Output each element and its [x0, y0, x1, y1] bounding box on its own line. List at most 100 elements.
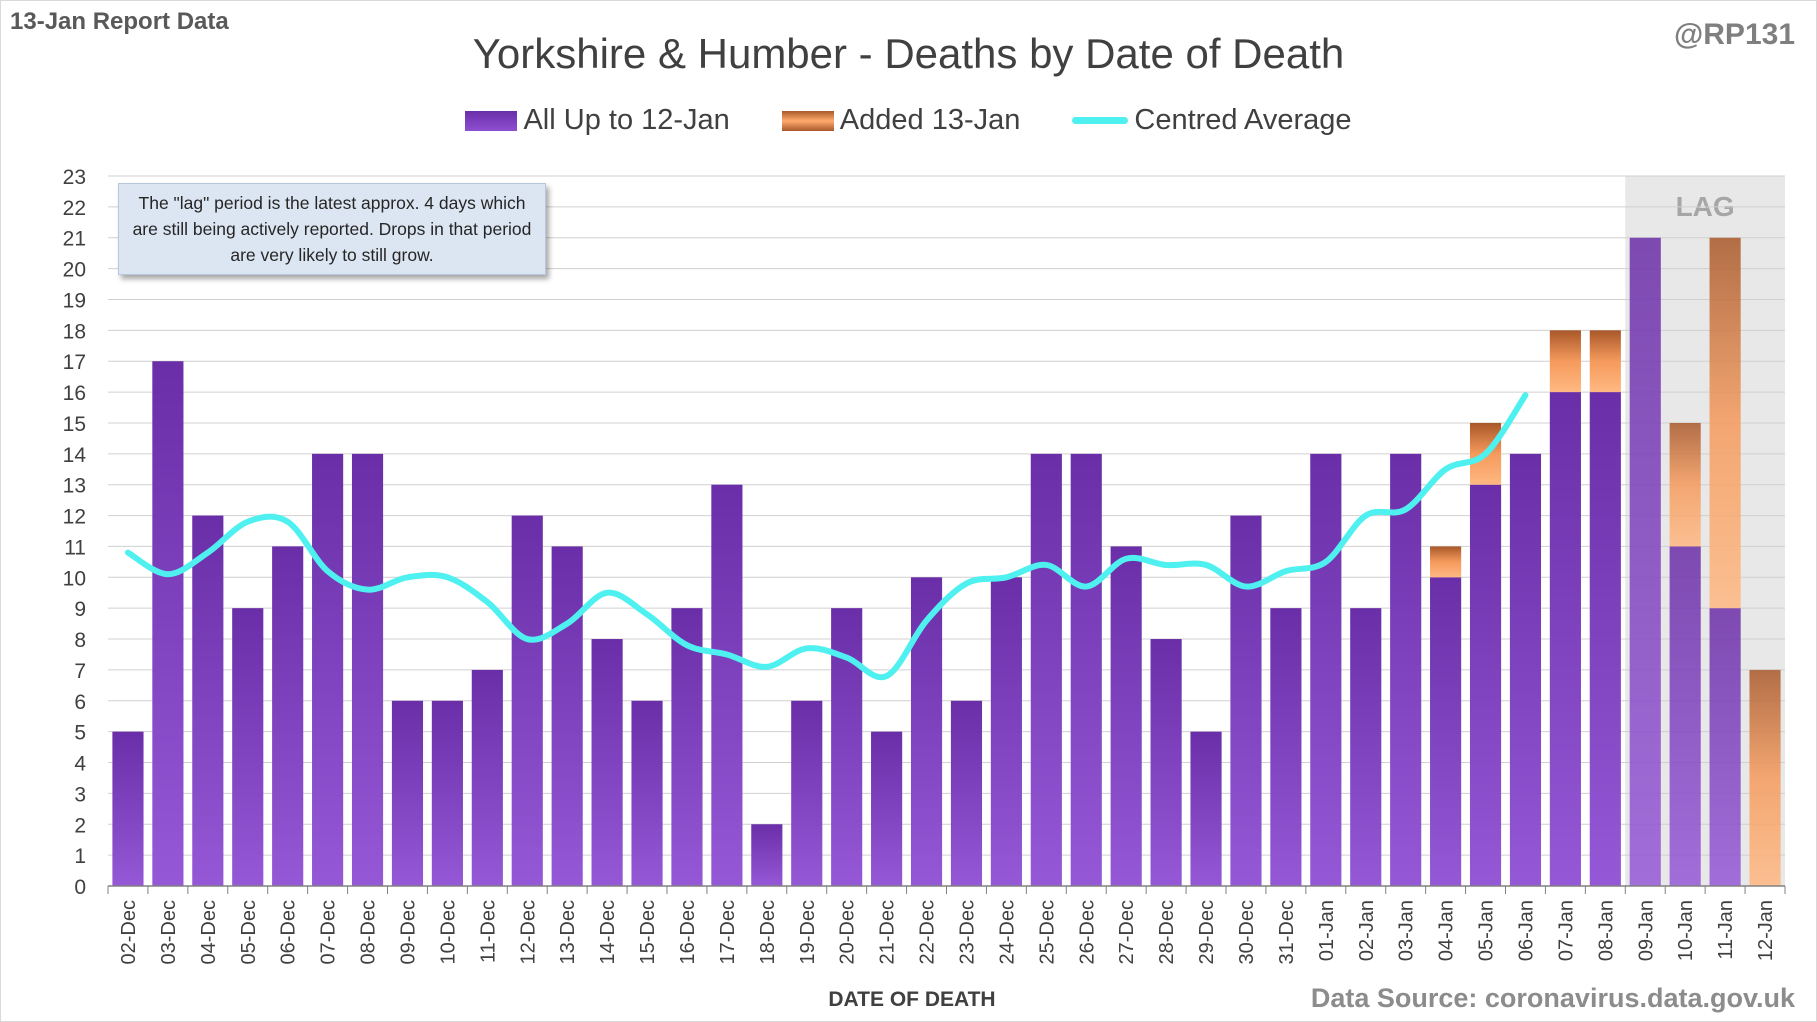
bar-all-19-Dec — [791, 700, 823, 886]
x-tick-label: 17-Dec — [717, 900, 739, 964]
bar-added-10-Jan — [1669, 422, 1701, 547]
y-tick-label: 17 — [63, 351, 86, 374]
bar-all-26-Dec — [1070, 453, 1102, 886]
x-tick-label: 31-Dec — [1276, 900, 1298, 964]
y-tick-label: 14 — [63, 444, 87, 467]
y-tick-label: 19 — [63, 289, 86, 312]
bar-all-13-Dec — [551, 546, 583, 886]
y-tick-label: 10 — [63, 567, 86, 590]
bar-added-12-Jan — [1749, 669, 1781, 886]
legend-item-average: Centred Average — [1072, 104, 1352, 137]
centred-average-line — [124, 392, 1529, 681]
bar-all-08-Jan — [1589, 392, 1621, 886]
bar-all-31-Dec — [1270, 608, 1302, 886]
y-tick-label: 11 — [64, 536, 86, 559]
bar-all-12-Dec — [511, 515, 543, 886]
y-tick-label: 15 — [63, 413, 86, 436]
y-tick-label: 6 — [74, 691, 86, 714]
chart-legend: All Up to 12-Jan Added 13-Jan Centred Av… — [0, 104, 1817, 137]
y-tick-label: 7 — [74, 660, 86, 683]
bar-all-04-Dec — [192, 515, 224, 886]
bar-all-29-Dec — [1190, 731, 1222, 886]
bar-all-21-Dec — [871, 731, 903, 886]
x-tick-label: 27-Dec — [1116, 900, 1138, 964]
x-tick-label: 15-Dec — [637, 900, 659, 964]
x-tick-label: 06-Jan — [1515, 900, 1537, 961]
x-tick-label: 12-Dec — [517, 900, 539, 964]
bar-all-28-Dec — [1150, 639, 1182, 886]
x-tick-label: 08-Dec — [358, 900, 380, 964]
x-tick-label: 05-Dec — [238, 900, 260, 964]
bar-all-07-Dec — [312, 453, 344, 886]
bar-added-11-Jan — [1709, 237, 1741, 609]
chart-title: Yorkshire & Humber - Deaths by Date of D… — [472, 30, 1345, 77]
x-tick-label: 10-Jan — [1675, 900, 1697, 961]
x-tick-label: 18-Dec — [757, 900, 779, 964]
report-date-label: 13-Jan Report Data — [10, 8, 229, 35]
legend-swatch-line — [1072, 117, 1129, 124]
x-tick-label: 09-Dec — [397, 900, 419, 964]
y-tick-label: 18 — [63, 320, 86, 343]
bar-all-11-Jan — [1709, 608, 1741, 886]
bar-all-03-Jan — [1390, 453, 1422, 886]
bar-all-10-Dec — [431, 700, 463, 886]
x-tick-label: 14-Dec — [597, 900, 619, 964]
bar-all-10-Jan — [1669, 546, 1701, 886]
x-axis-title: DATE OF DEATH — [828, 988, 995, 1011]
y-tick-label: 20 — [63, 259, 86, 282]
bar-all-08-Dec — [351, 453, 384, 886]
y-tick-label: 21 — [63, 228, 86, 251]
bar-all-17-Dec — [711, 484, 743, 886]
x-tick-label: 10-Dec — [437, 900, 459, 964]
y-tick-label: 0 — [74, 876, 86, 899]
bar-all-30-Dec — [1230, 515, 1262, 886]
x-tick-label: 20-Dec — [837, 900, 859, 964]
y-tick-label: 4 — [74, 753, 86, 776]
y-tick-label: 23 — [63, 166, 86, 189]
x-tick-label: 19-Dec — [797, 900, 819, 964]
legend-label-average: Centred Average — [1134, 104, 1352, 136]
x-tick-label: 03-Dec — [158, 900, 180, 964]
x-tick-label: 04-Jan — [1436, 900, 1458, 961]
x-tick-label: 21-Dec — [877, 900, 899, 964]
x-tick-label: 01-Jan — [1316, 900, 1338, 961]
y-tick-label: 5 — [74, 722, 86, 745]
y-tick-label: 16 — [63, 382, 86, 405]
data-source: Data Source: coronavirus.data.gov.uk — [1310, 983, 1795, 1013]
y-tick-label: 9 — [74, 598, 86, 621]
x-tick-label: 07-Jan — [1555, 900, 1577, 961]
bar-all-01-Jan — [1310, 453, 1342, 886]
y-tick-label: 1 — [74, 845, 86, 868]
bar-all-18-Dec — [751, 824, 783, 886]
x-tick-label: 04-Dec — [198, 900, 220, 964]
x-tick-label: 22-Dec — [917, 900, 939, 964]
bar-added-08-Jan — [1589, 330, 1621, 393]
x-tick-label: 12-Jan — [1755, 900, 1777, 961]
bar-all-04-Jan — [1430, 577, 1462, 886]
x-tick-label: 16-Dec — [677, 900, 699, 964]
legend-item-added: Added 13-Jan — [781, 104, 1021, 137]
bar-all-14-Dec — [591, 639, 623, 886]
bar-added-04-Jan — [1430, 546, 1462, 578]
y-tick-label: 3 — [74, 783, 86, 806]
y-tick-label: 8 — [74, 629, 86, 652]
bar-all-23-Dec — [950, 700, 983, 886]
x-tick-label: 30-Dec — [1236, 900, 1258, 964]
x-tick-label: 13-Dec — [557, 900, 579, 964]
bar-all-20-Dec — [831, 608, 863, 886]
bar-all-24-Dec — [990, 577, 1022, 886]
legend-label-added: Added 13-Jan — [839, 104, 1021, 136]
bar-all-09-Dec — [391, 700, 424, 886]
legend-swatch-purple — [465, 110, 518, 131]
x-tick-label: 29-Dec — [1196, 900, 1218, 964]
bar-all-02-Dec — [112, 731, 144, 886]
legend-swatch-orange — [781, 110, 834, 131]
x-tick-label: 03-Jan — [1396, 900, 1418, 961]
y-tick-label: 22 — [63, 197, 86, 220]
bar-all-16-Dec — [671, 608, 703, 886]
y-tick-label: 13 — [63, 475, 86, 498]
bar-all-07-Jan — [1549, 392, 1581, 886]
legend-item-all: All Up to 12-Jan — [465, 104, 730, 137]
x-tick-label: 11-Dec — [477, 900, 499, 963]
